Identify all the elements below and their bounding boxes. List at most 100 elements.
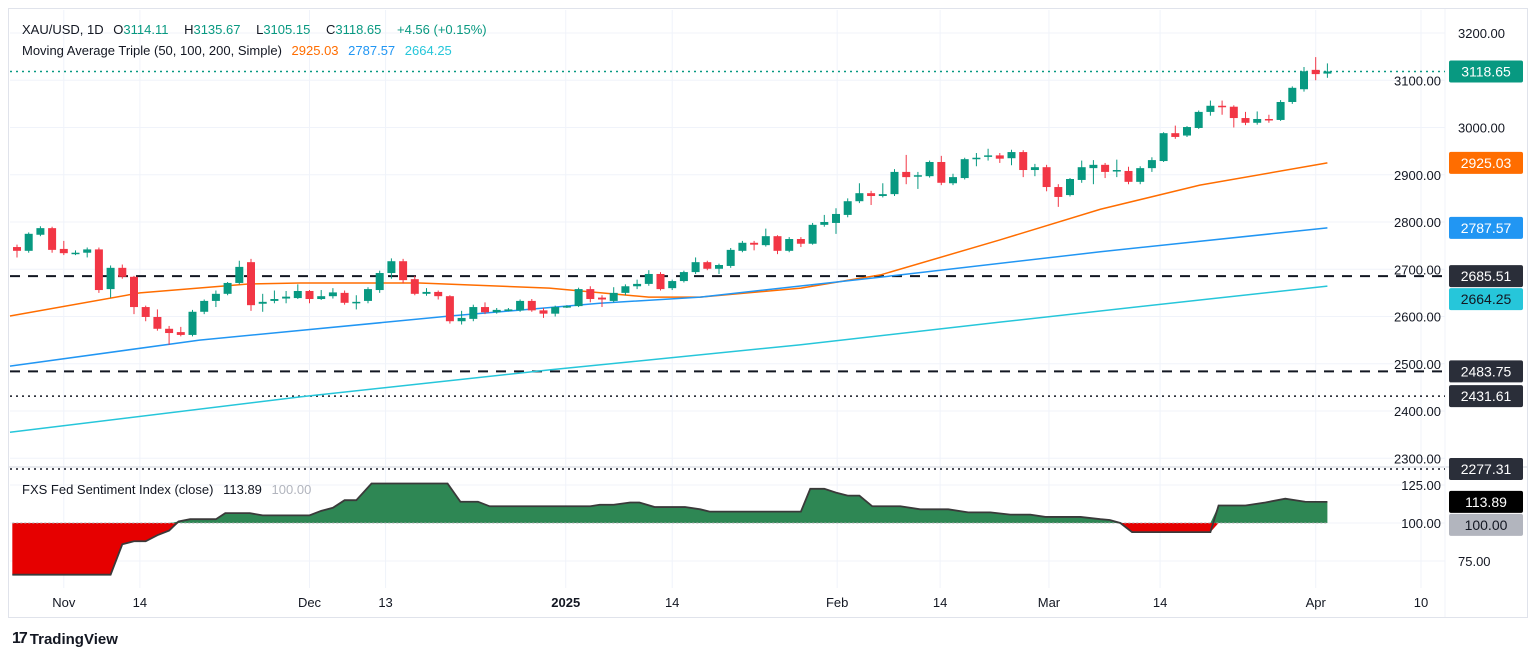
candle xyxy=(586,286,595,303)
price-badge: 2483.75 xyxy=(1461,363,1512,379)
candle-body xyxy=(1101,164,1110,172)
candle xyxy=(1112,159,1121,178)
candle xyxy=(1019,150,1028,178)
ma-title[interactable]: Moving Average Triple (50, 100, 200, Sim… xyxy=(22,43,282,58)
candle xyxy=(562,305,571,308)
candle xyxy=(738,240,747,253)
high-label: H xyxy=(184,22,194,37)
candle xyxy=(785,237,794,253)
candle xyxy=(609,287,618,303)
candle xyxy=(598,295,606,308)
price-badge-bg xyxy=(1449,288,1523,311)
candle-body xyxy=(492,309,501,313)
candle-body xyxy=(820,222,829,225)
candle xyxy=(937,155,946,186)
candle-body xyxy=(621,286,630,293)
candle xyxy=(949,173,957,186)
time-axis-label: 14 xyxy=(1153,595,1167,610)
candle xyxy=(527,299,536,312)
time-axis-label: 14 xyxy=(665,595,679,610)
candle xyxy=(1300,67,1308,92)
candle xyxy=(1229,105,1238,128)
tradingview-logo[interactable]: 17 TradingView xyxy=(12,630,118,648)
candle-body xyxy=(855,193,864,202)
candle-body xyxy=(13,247,21,251)
ma50-line xyxy=(9,162,1328,317)
candle xyxy=(773,235,782,255)
price-axis-label: 2500.00 xyxy=(1394,357,1441,372)
candle-body xyxy=(1124,170,1133,182)
open-label: O xyxy=(113,22,124,37)
candle-body xyxy=(48,228,57,250)
time-axis-label: 13 xyxy=(378,595,392,610)
sentiment-positive-area xyxy=(12,483,1328,523)
candle-body xyxy=(1323,71,1332,74)
candle xyxy=(679,270,688,283)
candle xyxy=(925,160,934,178)
candle-body xyxy=(1300,71,1308,90)
indicator-title[interactable]: FXS Fed Sentiment Index (close) xyxy=(22,482,214,497)
candle xyxy=(750,240,759,251)
candle-body xyxy=(340,292,349,303)
candle xyxy=(399,258,408,284)
sentiment-negative-area xyxy=(12,523,1328,575)
candle xyxy=(703,260,712,271)
candle-body xyxy=(796,239,805,244)
price-axis-label: 3100.00 xyxy=(1394,73,1441,88)
candle-body xyxy=(785,239,794,251)
candle xyxy=(445,295,454,324)
price-axis-label: 2800.00 xyxy=(1394,215,1441,230)
price-badge: 2685.51 xyxy=(1461,268,1512,284)
candle-body xyxy=(305,290,314,300)
candle-body xyxy=(118,267,127,277)
candle-body xyxy=(902,171,911,178)
candle-body xyxy=(1171,133,1180,137)
indicator-axis-label: 125.00 xyxy=(1401,478,1441,493)
low-value: 3105.15 xyxy=(263,22,311,37)
candle xyxy=(188,309,197,337)
indicator-value: 113.89 xyxy=(223,482,262,497)
price-axis-label: 2700.00 xyxy=(1394,262,1441,277)
candle xyxy=(1101,162,1110,179)
candle-body xyxy=(1288,87,1297,102)
candle xyxy=(200,299,209,315)
candle-body xyxy=(176,332,185,335)
candle-body xyxy=(1218,105,1227,108)
candle xyxy=(668,279,677,291)
candle xyxy=(633,279,642,290)
candle-body xyxy=(703,262,712,269)
brand-name: TradingView xyxy=(29,630,118,648)
candle-body xyxy=(586,289,595,300)
time-axis-label: Dec xyxy=(298,595,322,610)
symbol-title[interactable]: XAU/USD, 1D xyxy=(22,22,104,37)
candle xyxy=(481,302,489,315)
price-badge: 2664.25 xyxy=(1461,291,1512,307)
candle xyxy=(995,153,1004,163)
candle xyxy=(843,198,852,218)
candle xyxy=(656,272,665,291)
candle-body xyxy=(867,193,876,197)
price-badge: 2277.31 xyxy=(1461,461,1512,477)
candle xyxy=(24,232,33,253)
candle xyxy=(410,275,419,296)
candle xyxy=(153,309,162,331)
candle-body xyxy=(375,273,384,291)
candle-body xyxy=(130,276,138,308)
candle xyxy=(1007,149,1016,166)
candle xyxy=(1194,110,1203,129)
candle-body xyxy=(551,307,560,314)
price-axis-label: 2900.00 xyxy=(1394,168,1441,183)
candle-body xyxy=(422,291,431,294)
candle xyxy=(282,290,291,304)
candle-body xyxy=(1077,167,1086,180)
candle xyxy=(71,250,80,256)
price-badge: 2925.03 xyxy=(1461,155,1512,171)
candle xyxy=(808,222,817,245)
candle xyxy=(1066,178,1074,197)
candle xyxy=(293,284,302,300)
indicator-legend: FXS Fed Sentiment Index (close) 113.89 1… xyxy=(22,482,317,497)
price-badge: 2787.57 xyxy=(1461,220,1512,236)
candle xyxy=(902,154,911,185)
candle xyxy=(878,183,887,198)
